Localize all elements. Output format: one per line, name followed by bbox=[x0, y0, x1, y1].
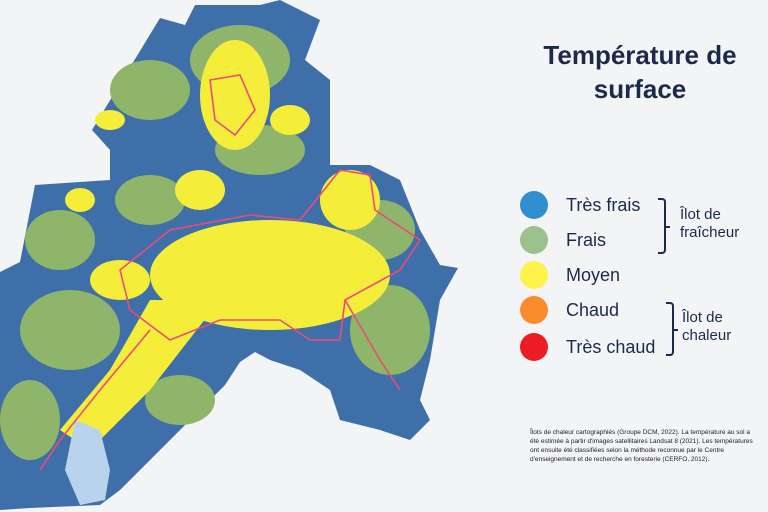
surface-temperature-map bbox=[0, 0, 458, 510]
group-label-heat: Îlot de chaleur bbox=[682, 309, 732, 344]
legend-item-moyen: Moyen bbox=[520, 260, 620, 290]
group-label-cool: Îlot de fraîcheur bbox=[680, 206, 740, 241]
swatch bbox=[520, 296, 548, 324]
legend-label: Chaud bbox=[566, 299, 620, 320]
swatch bbox=[520, 333, 548, 361]
brace-heat bbox=[666, 302, 678, 356]
swatch bbox=[520, 261, 548, 289]
title-line-2: surface bbox=[593, 74, 687, 104]
title-line-1: Température de bbox=[543, 40, 737, 70]
legend-label: Frais bbox=[566, 229, 606, 250]
legend-label: Très chaud bbox=[566, 336, 656, 357]
warm-zones bbox=[60, 40, 390, 450]
legend-label: Très frais bbox=[566, 194, 641, 215]
lake bbox=[65, 420, 110, 505]
legend-item-tres-frais: Très frais bbox=[520, 190, 640, 220]
brace-cool bbox=[658, 198, 670, 254]
legend-item-frais: Frais bbox=[520, 225, 606, 255]
map-title: Température de surface bbox=[520, 38, 760, 106]
swatch bbox=[520, 191, 548, 219]
legend-label: Moyen bbox=[566, 264, 621, 285]
legend: Très frais Frais Moyen Chaud Très chaud … bbox=[520, 190, 760, 365]
swatch bbox=[520, 226, 548, 254]
source-note: Îlots de chaleur cartographiés (Groupe D… bbox=[530, 429, 753, 463]
district-outlines bbox=[39, 74, 422, 471]
legend-item-tres-chaud: Très chaud bbox=[520, 332, 655, 362]
legend-item-chaud: Chaud bbox=[520, 295, 619, 325]
